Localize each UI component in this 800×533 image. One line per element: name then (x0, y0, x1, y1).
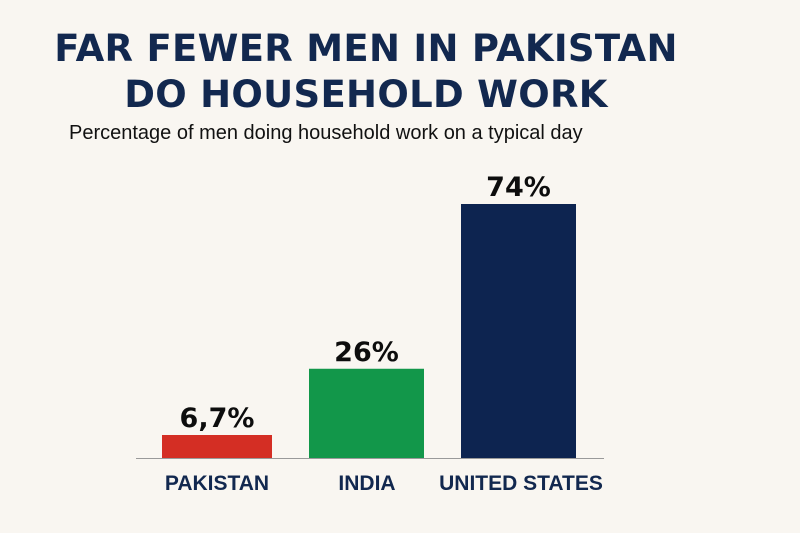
bar-united-states (461, 204, 576, 458)
category-label-united-states: UNITED STATES (439, 472, 603, 495)
chart-title-line-1: FAR FEWER MEN IN PAKISTAN (54, 27, 678, 70)
data-label-united-states: 74% (486, 172, 551, 203)
category-label-pakistan: PAKISTAN (165, 472, 269, 495)
chart-title: FAR FEWER MEN IN PAKISTAN DO HOUSEHOLD W… (0, 26, 732, 118)
category-label-india: INDIA (338, 472, 395, 495)
chart-subtitle: Percentage of men doing household work o… (69, 122, 583, 144)
bar-india (309, 368, 424, 458)
data-label-india: 26% (334, 337, 399, 368)
chart-title-line-2: DO HOUSEHOLD WORK (124, 73, 608, 116)
bar-pakistan (162, 435, 272, 458)
data-label-pakistan: 6,7% (180, 403, 255, 434)
